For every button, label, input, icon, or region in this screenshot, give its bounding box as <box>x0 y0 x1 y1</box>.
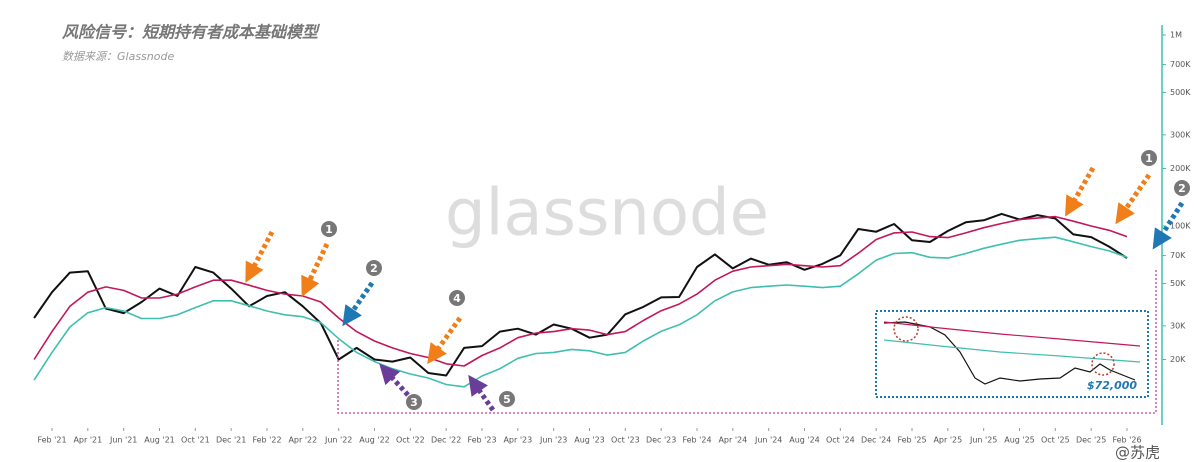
inset-highlight <box>893 316 919 342</box>
arrow <box>379 363 410 397</box>
annotation-number: 1 <box>1145 152 1153 165</box>
x-tick-label: Jun '21 <box>109 436 137 445</box>
series-line <box>33 212 1128 377</box>
annotation-badge <box>366 260 382 276</box>
x-tick-label: Dec '25 <box>1076 436 1106 445</box>
y-tick-label: 20K <box>1170 355 1186 364</box>
chart-subtitle: 数据来源：Glassnode <box>62 50 174 63</box>
x-tick-label: Dec '21 <box>216 436 246 445</box>
inset-price <box>883 321 1136 385</box>
series-line <box>33 236 1128 388</box>
x-tick-label: Aug '23 <box>574 436 605 445</box>
annotation-badge <box>406 394 422 410</box>
y-tick-label: 500K <box>1170 88 1191 97</box>
inset-highlight <box>1091 352 1115 376</box>
arrow <box>301 242 330 298</box>
annotation-badge <box>1174 180 1190 196</box>
y-tick-label: 700K <box>1170 60 1191 69</box>
chart-title: 风险信号：短期持有者成本基础模型 <box>62 23 321 42</box>
x-tick-label: Oct '24 <box>826 436 855 445</box>
y-tick-label: 50K <box>1170 279 1186 288</box>
x-tick-label: Oct '25 <box>1041 436 1070 445</box>
x-tick-label: Oct '23 <box>611 436 640 445</box>
arrow <box>1152 201 1185 250</box>
annotation-number: 4 <box>453 292 461 305</box>
x-tick-label: Apr '21 <box>73 436 102 445</box>
x-tick-label: Dec '24 <box>861 436 891 445</box>
y-tick-label: 30K <box>1170 321 1186 330</box>
arrow <box>427 316 463 365</box>
x-tick-label: Feb '26 <box>1112 436 1141 445</box>
x-tick-label: Jun '25 <box>969 436 997 445</box>
x-tick-label: Feb '22 <box>252 436 281 445</box>
x-tick-label: Oct '22 <box>396 436 425 445</box>
inset-band <box>883 339 1141 363</box>
series-line <box>33 215 1128 367</box>
x-tick-label: Aug '22 <box>359 436 390 445</box>
x-tick-label: Aug '25 <box>1004 436 1035 445</box>
arrows <box>245 166 1185 412</box>
inset-cost-basis <box>883 321 1141 347</box>
annotation-number: 3 <box>410 396 418 409</box>
range-bracket <box>337 268 1157 414</box>
plot-area <box>33 212 1128 388</box>
x-tick-label: Jun '23 <box>539 436 567 445</box>
x-tick-label: Apr '24 <box>718 436 747 445</box>
annotation-badge <box>321 221 337 237</box>
arrow <box>468 374 496 412</box>
x-tick-label: Feb '25 <box>897 436 926 445</box>
credit: @苏虎 <box>1115 444 1160 462</box>
x-tick-label: Aug '21 <box>144 436 175 445</box>
x-tick-label: Dec '23 <box>646 436 676 445</box>
x-tick-label: Jun '22 <box>324 436 352 445</box>
y-tick-label: 1M <box>1170 31 1182 40</box>
arrow <box>245 230 275 283</box>
arrow <box>1115 173 1152 225</box>
watermark: glassnode <box>445 177 769 251</box>
x-tick-label: Apr '23 <box>503 436 532 445</box>
y-tick-label: 200K <box>1170 164 1191 173</box>
annotation-number: 2 <box>370 262 378 275</box>
x-tick-label: Dec '22 <box>431 436 461 445</box>
annotation-badge <box>1141 150 1157 166</box>
y-tick-label: 70K <box>1170 251 1186 260</box>
x-tick-label: Apr '22 <box>288 436 317 445</box>
annotation-number: 1 <box>325 223 333 236</box>
arrow <box>1065 166 1096 217</box>
y-tick-label: 300K <box>1170 130 1191 139</box>
x-tick-label: Jun '24 <box>754 436 782 445</box>
annotation-badge <box>499 391 515 407</box>
inset-label: $72,000 <box>1087 379 1137 392</box>
y-tick-label: 100K <box>1170 222 1191 231</box>
x-tick-label: Feb '21 <box>37 436 66 445</box>
x-tick-label: Oct '21 <box>181 436 210 445</box>
x-tick-label: Apr '25 <box>933 436 962 445</box>
x-tick-label: Aug '24 <box>789 436 820 445</box>
annotation-badge <box>449 290 465 306</box>
annotation-number: 2 <box>1178 182 1186 195</box>
x-tick-label: Feb '24 <box>682 436 711 445</box>
x-tick-label: Feb '23 <box>467 436 496 445</box>
annotation-number: 5 <box>503 393 511 406</box>
arrow <box>342 281 375 327</box>
